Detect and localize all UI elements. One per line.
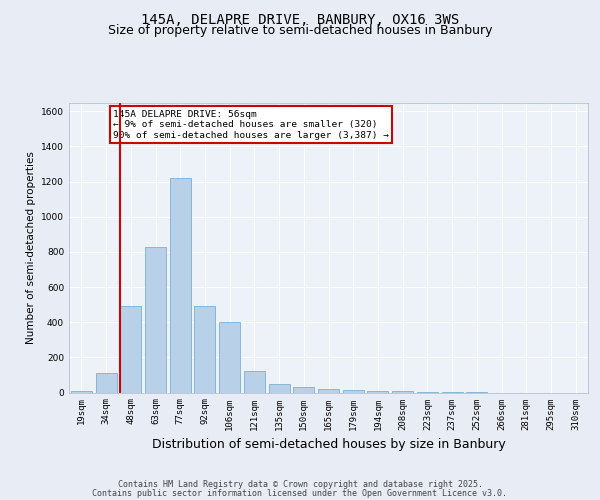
Text: 145A DELAPRE DRIVE: 56sqm
← 9% of semi-detached houses are smaller (320)
90% of : 145A DELAPRE DRIVE: 56sqm ← 9% of semi-d… (113, 110, 389, 140)
Text: Contains HM Land Registry data © Crown copyright and database right 2025.: Contains HM Land Registry data © Crown c… (118, 480, 482, 489)
Text: 145A, DELAPRE DRIVE, BANBURY, OX16 3WS: 145A, DELAPRE DRIVE, BANBURY, OX16 3WS (141, 12, 459, 26)
Bar (95, 373, 116, 392)
Bar (318, 389, 339, 392)
Bar (194, 306, 215, 392)
Text: Size of property relative to semi-detached houses in Banbury: Size of property relative to semi-detach… (108, 24, 492, 37)
Bar (71, 390, 92, 392)
X-axis label: Distribution of semi-detached houses by size in Banbury: Distribution of semi-detached houses by … (152, 438, 505, 451)
Bar (343, 390, 364, 392)
Bar (269, 384, 290, 392)
Bar (392, 390, 413, 392)
Bar (170, 178, 191, 392)
Text: Contains public sector information licensed under the Open Government Licence v3: Contains public sector information licen… (92, 489, 508, 498)
Bar (367, 390, 388, 392)
Bar (293, 387, 314, 392)
Bar (244, 372, 265, 392)
Bar (145, 246, 166, 392)
Bar (219, 322, 240, 392)
Y-axis label: Number of semi-detached properties: Number of semi-detached properties (26, 151, 35, 344)
Bar (120, 306, 141, 392)
